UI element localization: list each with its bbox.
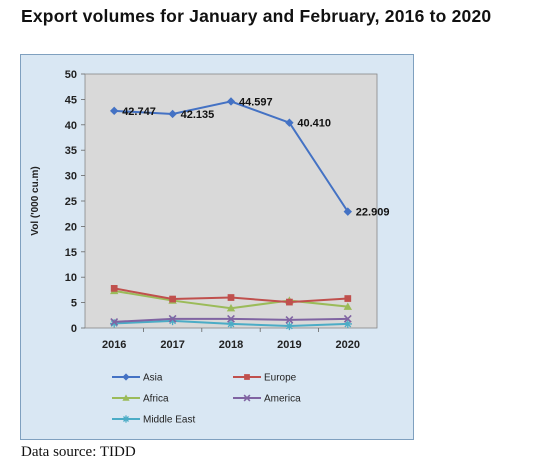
data-label: 40.410 — [297, 118, 331, 130]
x-axis: 2016 2017 2018 2019 2020 — [102, 328, 360, 351]
x-tick-label: 2016 — [102, 339, 126, 351]
legend-item-america: America — [233, 394, 301, 405]
data-point-x — [168, 314, 177, 323]
y-axis-title: Vol ('000 cu.m) — [30, 166, 41, 235]
legend-label: Africa — [143, 394, 169, 405]
data-label: 42.747 — [122, 106, 156, 118]
y-tick-label: 15 — [65, 247, 77, 259]
data-point-square — [110, 285, 118, 292]
legend-item-middle-east: Middle East — [112, 415, 195, 426]
series-europe — [110, 285, 352, 306]
data-point-star — [226, 319, 236, 329]
data-point-x — [285, 315, 294, 324]
series-america — [110, 314, 352, 326]
data-point-star — [122, 415, 130, 423]
data-point-triangle — [122, 394, 130, 401]
data-point-diamond — [168, 109, 177, 119]
data-label: 22.909 — [356, 207, 390, 219]
x-tick-label: 2020 — [336, 339, 360, 351]
x-tick-label: 2019 — [277, 339, 301, 351]
y-tick-label: 0 — [71, 323, 77, 335]
y-tick-label: 25 — [65, 196, 77, 208]
x-tick-label: 2017 — [160, 339, 184, 351]
data-label: 42.135 — [181, 109, 215, 121]
data-source-note: Data source: TIDD — [21, 444, 136, 460]
plot-area — [84, 73, 378, 329]
data-point-diamond — [285, 118, 294, 127]
y-axis: 0 5 10 15 20 25 30 35 40 45 50 — [65, 69, 85, 335]
data-point-star — [110, 319, 119, 328]
data-point-star — [168, 316, 177, 326]
y-tick-label: 45 — [65, 94, 77, 106]
series-middle-east — [110, 316, 352, 331]
data-point-x — [227, 314, 235, 323]
legend-item-europe: Europe — [233, 373, 297, 384]
series-layer — [110, 97, 352, 331]
data-point-square — [227, 294, 235, 301]
data-point-star — [343, 319, 352, 329]
legend-label: Europe — [264, 373, 297, 384]
series-asia — [110, 97, 352, 216]
line-chart: 0 5 10 15 20 25 30 35 40 45 50 2016 2017 2018 2019 202… — [20, 54, 414, 440]
data-point-triangle — [343, 302, 352, 310]
data-point-x — [343, 314, 352, 323]
y-tick-label: 40 — [65, 120, 77, 132]
y-tick-label: 5 — [71, 298, 77, 310]
data-point-x — [110, 317, 119, 326]
y-tick-label: 35 — [65, 145, 77, 157]
data-point-diamond — [226, 97, 236, 106]
x-tick-label: 2018 — [219, 339, 243, 351]
data-point-square — [169, 295, 176, 303]
legend: Asia Europe Africa America Middle East — [112, 373, 301, 426]
y-tick-label: 30 — [65, 171, 77, 183]
legend-item-asia: Asia — [112, 373, 163, 384]
y-tick-label: 20 — [65, 221, 77, 233]
y-tick-label: 10 — [65, 272, 77, 284]
chart-frame: 0 5 10 15 20 25 30 35 40 45 50 2016 2017 2018 2019 202… — [20, 54, 414, 440]
data-point-square — [244, 374, 250, 380]
legend-label: Middle East — [143, 415, 195, 426]
data-point-x — [243, 394, 251, 402]
data-point-square — [286, 298, 293, 306]
data-labels: 42.747 42.135 44.597 40.410 22.909 — [122, 96, 389, 218]
legend-label: Asia — [143, 373, 163, 384]
data-label: 44.597 — [239, 96, 273, 108]
chart-title: Export volumes for January and February,… — [21, 6, 492, 26]
legend-label: America — [264, 394, 301, 405]
data-point-triangle — [226, 303, 236, 312]
data-point-square — [344, 295, 352, 302]
data-point-diamond — [110, 106, 119, 116]
data-point-star — [285, 321, 294, 331]
legend-item-africa: Africa — [112, 394, 169, 405]
data-point-diamond — [343, 207, 352, 216]
data-point-diamond — [122, 373, 130, 381]
y-tick-label: 50 — [65, 69, 77, 81]
